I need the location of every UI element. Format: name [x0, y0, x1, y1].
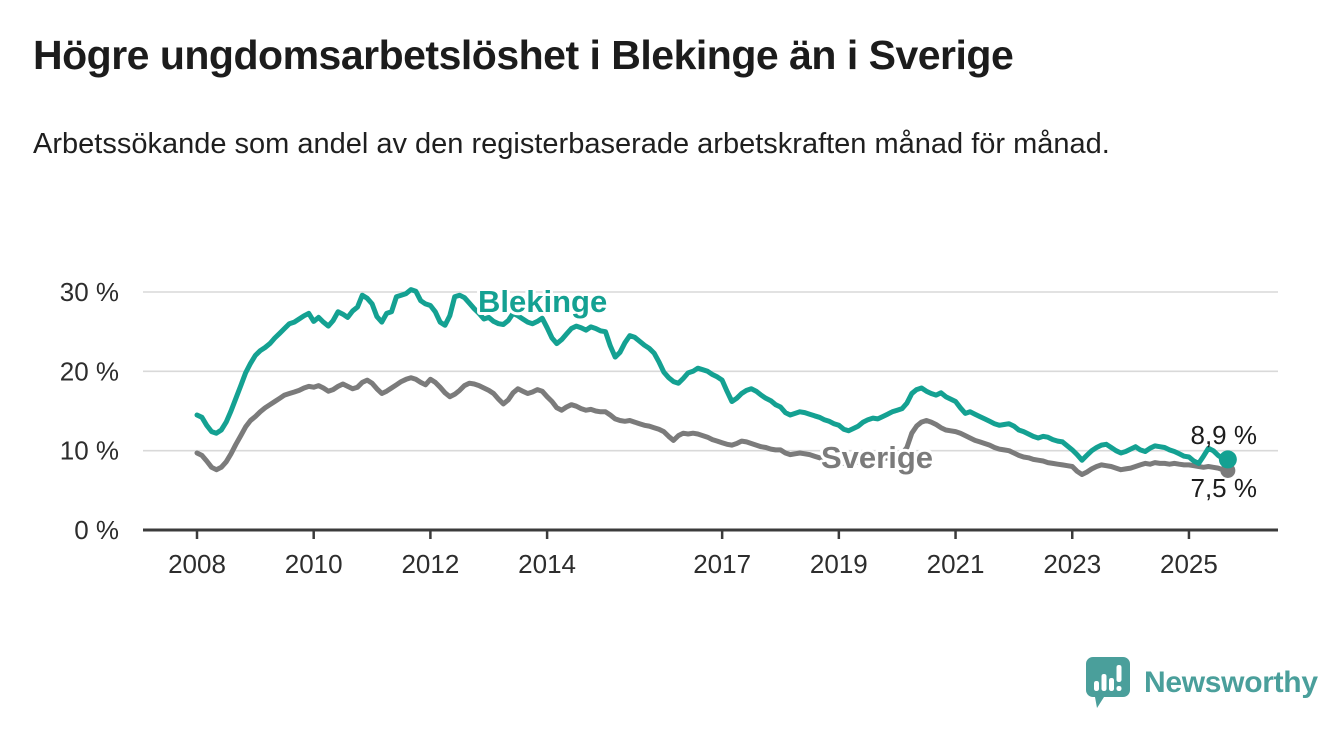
chart-subtitle: Arbetssökande som andel av den registerb… [33, 128, 1110, 160]
x-tick-label: 2017 [693, 549, 751, 579]
y-tick-label: 10 % [60, 436, 119, 466]
data-series [194, 287, 1237, 479]
y-tick-label: 0 % [74, 515, 119, 545]
x-tick-label: 2014 [518, 549, 576, 579]
chart-title: Högre ungdomsarbetslöshet i Blekinge än … [33, 32, 1014, 78]
line-sverige [194, 375, 1231, 477]
newsworthy-logo-icon [1086, 657, 1130, 708]
y-tick-label: 30 % [60, 277, 119, 307]
y-tick-label: 20 % [60, 356, 119, 386]
x-tick-label: 2010 [285, 549, 343, 579]
x-tick-label: 2012 [401, 549, 459, 579]
x-tick-label: 2023 [1043, 549, 1101, 579]
x-tick-label: 2008 [168, 549, 226, 579]
line-blekinge [194, 287, 1231, 466]
series-label-blekinge: Blekinge [478, 284, 607, 319]
axes: 0 % 10 % 20 % 30 % 2008 2010 2012 2014 2017 2019 2… [60, 277, 1278, 579]
x-tick-label: 2025 [1160, 549, 1218, 579]
x-tick-label: 2021 [927, 549, 985, 579]
end-value-label-blekinge: 8,9 % [1191, 420, 1258, 450]
series-label-sverige: Sverige [821, 440, 933, 475]
series-labels: 7,5 % 8,9 % Sverige Blekinge [475, 281, 1258, 503]
newsworthy-wordmark: Newsworthy [1144, 666, 1318, 699]
endpoint-dot-blekinge [1218, 450, 1237, 469]
x-tick-label: 2019 [810, 549, 868, 579]
end-value-label-sverige: 7,5 % [1191, 473, 1258, 503]
newsworthy-logo: Newsworthy [1085, 656, 1318, 710]
